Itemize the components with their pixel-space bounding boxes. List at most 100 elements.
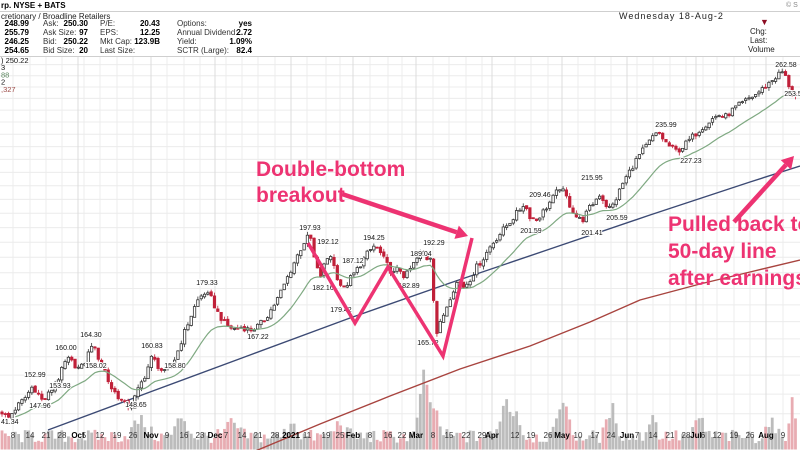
candle-body xyxy=(358,266,363,269)
candle-body xyxy=(511,219,515,224)
candle-body xyxy=(544,208,549,211)
candle-body xyxy=(594,198,598,205)
volume-bar xyxy=(511,416,515,450)
x-axis-tick-label: 22 xyxy=(398,431,407,440)
candle-body xyxy=(598,195,602,200)
volume-bar xyxy=(50,430,54,450)
x-axis-tick-label: 26 xyxy=(129,431,138,440)
price-pivot-label: 179.33 xyxy=(196,280,218,287)
x-axis-tick-label: Jun xyxy=(620,431,634,440)
volume-bar xyxy=(747,431,751,450)
x-axis-tick-label: 21 xyxy=(254,431,263,440)
candle-body xyxy=(760,87,764,93)
x-axis-tick-label: Aug xyxy=(758,431,774,440)
volume-bar xyxy=(259,442,263,450)
candle-body xyxy=(724,113,728,119)
x-axis-tick-label: 25 xyxy=(336,431,345,440)
volume-bar xyxy=(203,432,206,450)
price-pivot-label: 182.89 xyxy=(398,283,420,290)
candle-body xyxy=(100,359,104,365)
volume-bar xyxy=(27,430,30,450)
candle-body xyxy=(163,369,167,371)
candle-body xyxy=(428,257,432,260)
candle-body xyxy=(109,382,114,390)
quote-field-value: 20.43 xyxy=(139,19,160,28)
volume-bar xyxy=(631,435,635,450)
price-pivot-label: 165.72 xyxy=(417,340,439,347)
volume-bar xyxy=(584,438,588,450)
volume-bar xyxy=(110,432,113,450)
volume-bar xyxy=(462,436,465,450)
quote-field-value: 12.25 xyxy=(139,28,160,37)
volume-bar xyxy=(123,436,127,450)
quote-field-label: Yield: xyxy=(177,37,197,46)
candle-body xyxy=(422,251,426,255)
volume-bar xyxy=(10,437,14,450)
x-axis-tick-label: 26 xyxy=(544,431,553,440)
candle-body xyxy=(30,386,34,394)
volume-bar xyxy=(482,437,485,450)
price-pivot-label: 192.29 xyxy=(423,240,445,247)
candle-body xyxy=(113,387,117,393)
double-bottom-annotation-text: Double-bottom xyxy=(256,158,405,181)
candle-body xyxy=(481,259,486,267)
candle-body xyxy=(33,385,37,393)
volume-bar xyxy=(614,423,618,450)
volume-bar xyxy=(697,418,701,450)
volume-label: Volume xyxy=(748,45,775,54)
volume-bar xyxy=(223,428,226,450)
candle-body xyxy=(617,188,622,200)
volume-bar xyxy=(408,434,412,450)
volume-bar xyxy=(442,435,445,450)
volume-bar xyxy=(369,442,372,450)
quote-field-value: 20 xyxy=(79,46,88,55)
breakout-arrow-head xyxy=(454,225,468,239)
volume-bar xyxy=(508,411,512,450)
volume-bar xyxy=(206,435,210,450)
volume-bar xyxy=(657,439,661,450)
candle-body xyxy=(256,323,260,330)
volume-bar xyxy=(727,440,731,450)
volume-bar xyxy=(568,419,572,450)
volume-bar xyxy=(528,438,532,450)
x-axis-tick-label: 19 xyxy=(113,431,122,440)
last-label: Last: xyxy=(750,36,768,45)
candle-body xyxy=(143,377,147,382)
volume-bar xyxy=(452,435,455,450)
volume-bar xyxy=(548,432,552,450)
volume-bar xyxy=(425,384,429,450)
volume-bar xyxy=(505,399,509,450)
candle-body xyxy=(212,295,217,309)
candle-body xyxy=(468,281,472,286)
volume-bar xyxy=(252,433,256,450)
candle-body xyxy=(770,80,774,83)
volume-bar xyxy=(491,434,495,450)
candle-body xyxy=(226,318,230,327)
price-pivot-label: 153.93 xyxy=(49,383,71,390)
price-pivot-label: 189.04 xyxy=(410,251,432,258)
volume-bar xyxy=(302,433,306,450)
volume-bar xyxy=(495,429,499,450)
candle-body xyxy=(495,240,499,243)
candle-body xyxy=(83,363,87,366)
volume-bar xyxy=(525,439,528,450)
volume-bar xyxy=(704,431,708,450)
candle-body xyxy=(515,210,519,221)
candle-body xyxy=(405,270,409,279)
candle-body xyxy=(202,293,207,298)
volume-bar xyxy=(189,433,193,450)
candle-body xyxy=(40,393,44,400)
volume-bar xyxy=(661,438,665,450)
volume-bar xyxy=(644,432,648,450)
volume-bar xyxy=(654,422,658,450)
candle-body xyxy=(348,275,353,286)
candle-body xyxy=(541,209,545,218)
volume-bar xyxy=(581,440,585,450)
candle-body xyxy=(425,252,429,261)
volume-bar xyxy=(116,442,120,450)
price-pivot-label: 215.95 xyxy=(581,175,603,182)
candle-body xyxy=(179,343,183,351)
volume-bar xyxy=(169,434,173,450)
volume-bar xyxy=(432,408,435,450)
quote-field-value: 82.4 xyxy=(236,46,252,55)
